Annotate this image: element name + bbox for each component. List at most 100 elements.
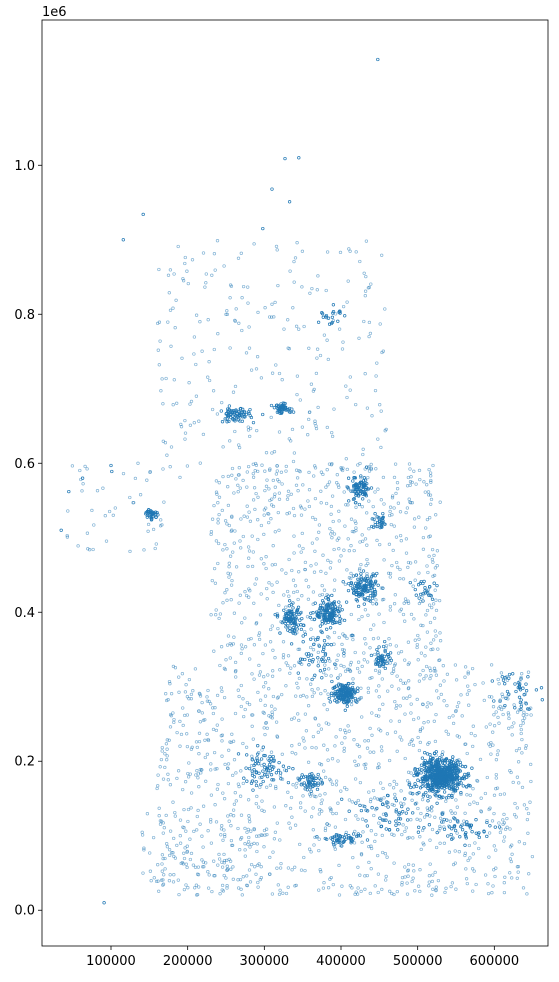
data-point — [182, 807, 186, 812]
data-point — [434, 777, 439, 781]
data-point — [427, 884, 431, 888]
data-point — [275, 615, 280, 619]
data-point — [434, 764, 439, 768]
data-point — [405, 881, 409, 885]
data-point — [367, 844, 371, 849]
data-point — [275, 821, 279, 825]
data-point — [298, 398, 302, 402]
data-point — [227, 419, 231, 424]
data-point — [194, 740, 199, 744]
data-point — [353, 501, 358, 505]
data-point — [302, 739, 306, 743]
data-point — [163, 441, 168, 445]
data-point — [321, 656, 325, 660]
data-point — [388, 651, 393, 655]
data-point — [428, 778, 432, 782]
data-point — [412, 869, 416, 873]
data-point — [220, 824, 224, 828]
data-point — [370, 517, 374, 521]
data-point — [418, 818, 422, 822]
data-point — [391, 669, 396, 674]
data-point — [413, 638, 417, 642]
data-point — [319, 727, 324, 731]
data-point — [138, 493, 143, 497]
data-point — [394, 706, 398, 710]
data-point — [201, 845, 205, 849]
data-point — [352, 470, 356, 474]
data-point — [522, 693, 526, 697]
data-point — [229, 412, 233, 416]
data-point — [342, 648, 346, 652]
data-point — [186, 281, 190, 286]
data-point — [323, 643, 327, 647]
data-point — [516, 870, 520, 874]
data-point — [192, 352, 196, 356]
data-point — [206, 886, 211, 890]
data-point — [410, 798, 414, 802]
data-point — [274, 363, 278, 367]
x-tick-label: 300000 — [240, 954, 290, 969]
data-point — [183, 418, 187, 423]
data-point — [452, 787, 457, 791]
data-point — [385, 793, 390, 798]
data-point — [454, 678, 459, 682]
data-point — [519, 727, 523, 732]
data-point — [292, 280, 296, 284]
data-point — [417, 468, 422, 473]
data-point — [240, 621, 244, 625]
data-point — [288, 626, 292, 630]
data-point — [223, 417, 227, 421]
data-point — [427, 585, 432, 589]
data-point — [388, 783, 392, 787]
data-point — [161, 882, 166, 886]
data-point — [526, 670, 531, 674]
data-point — [337, 614, 341, 618]
data-point — [236, 886, 241, 890]
data-point — [272, 837, 277, 841]
data-point — [394, 810, 398, 814]
data-point — [354, 597, 358, 602]
data-point — [424, 526, 428, 530]
data-point — [270, 764, 274, 769]
data-point — [327, 480, 332, 484]
data-point — [354, 801, 358, 805]
data-point — [190, 258, 195, 262]
data-point — [346, 485, 350, 490]
data-point — [420, 726, 425, 730]
data-point — [433, 815, 437, 819]
data-point — [206, 829, 210, 833]
data-point — [247, 410, 251, 414]
data-point — [302, 324, 306, 329]
data-point — [233, 529, 237, 533]
data-point — [293, 823, 298, 827]
data-point — [478, 757, 483, 762]
data-point — [384, 874, 388, 879]
data-point — [320, 676, 324, 680]
data-point — [426, 701, 430, 705]
data-point — [330, 434, 335, 439]
data-point — [333, 690, 337, 694]
data-point — [329, 560, 333, 564]
data-point — [371, 525, 376, 529]
data-point — [346, 588, 351, 593]
data-point — [303, 746, 307, 750]
data-point — [299, 513, 304, 517]
data-point — [256, 310, 260, 315]
data-point — [411, 836, 415, 840]
data-point — [280, 692, 284, 697]
data-point — [201, 860, 206, 864]
data-point — [407, 497, 411, 501]
data-point — [231, 390, 236, 394]
data-point — [240, 893, 244, 897]
data-point — [355, 590, 359, 595]
data-point — [186, 771, 190, 776]
data-point — [165, 845, 170, 849]
data-point — [412, 617, 416, 621]
data-point — [361, 830, 365, 834]
data-point — [464, 831, 468, 835]
data-point — [80, 476, 85, 480]
data-point — [254, 872, 258, 876]
data-point — [306, 779, 310, 783]
data-point — [526, 811, 531, 816]
data-point — [374, 657, 379, 661]
